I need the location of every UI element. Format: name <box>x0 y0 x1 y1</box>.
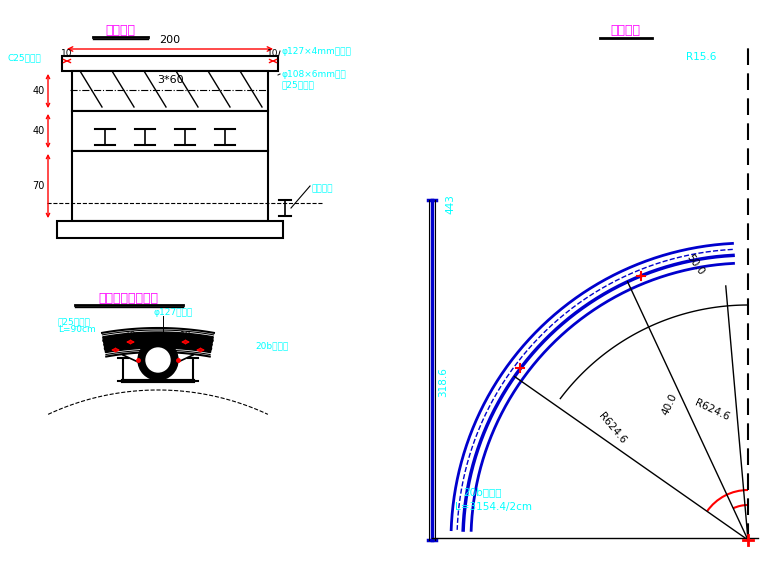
Text: φ108×6mm锤管: φ108×6mm锤管 <box>282 70 347 79</box>
Polygon shape <box>103 332 214 353</box>
Bar <box>62 56 278 71</box>
Text: 套拱剪面: 套拱剪面 <box>105 23 135 36</box>
Text: 10: 10 <box>268 49 279 58</box>
Text: 3*60: 3*60 <box>157 75 183 85</box>
Text: 200: 200 <box>160 35 181 45</box>
Text: 20b工字锂: 20b工字锂 <box>255 341 288 350</box>
Text: L=90cm: L=90cm <box>58 325 96 334</box>
Bar <box>72 111 268 151</box>
Text: 40: 40 <box>33 126 45 136</box>
Text: 25固定管: 25固定管 <box>282 80 315 89</box>
Text: 10: 10 <box>180 331 192 340</box>
Text: 10: 10 <box>125 331 136 340</box>
Text: 15: 15 <box>195 339 207 348</box>
Text: 443: 443 <box>445 194 455 214</box>
Text: 20b工字锂: 20b工字锂 <box>463 487 502 497</box>
Text: C25砂套拱: C25砂套拱 <box>8 53 42 62</box>
Text: R624.6: R624.6 <box>597 410 628 445</box>
Text: 318.6: 318.6 <box>438 367 448 397</box>
Text: R15.6: R15.6 <box>686 52 717 62</box>
Bar <box>72 71 268 111</box>
Text: φ127孔口管: φ127孔口管 <box>153 308 192 317</box>
Text: 10: 10 <box>62 49 73 58</box>
Text: 钉束大样: 钉束大样 <box>610 23 640 36</box>
Text: L=3154.4/2cm: L=3154.4/2cm <box>455 502 532 512</box>
Text: 40.0: 40.0 <box>660 392 679 417</box>
Bar <box>57 221 283 238</box>
Text: 25固定管: 25固定管 <box>58 317 91 326</box>
Text: 15: 15 <box>109 339 121 348</box>
Text: 复合衬砂: 复合衬砂 <box>312 184 334 193</box>
Circle shape <box>138 340 178 380</box>
Bar <box>72 151 268 221</box>
Circle shape <box>146 348 170 372</box>
Text: φ127×4mm孔口管: φ127×4mm孔口管 <box>282 47 352 56</box>
Text: 50.0: 50.0 <box>685 253 706 277</box>
Text: 40: 40 <box>33 86 45 96</box>
Text: R624.6: R624.6 <box>693 398 730 423</box>
Text: 孔口管安装示意图: 孔口管安装示意图 <box>98 291 158 304</box>
Text: 70: 70 <box>33 181 45 191</box>
